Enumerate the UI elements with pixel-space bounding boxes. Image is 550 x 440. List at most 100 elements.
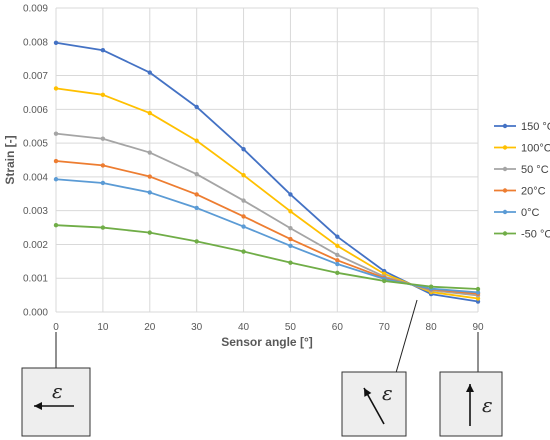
data-point — [53, 40, 59, 45]
legend-entry: 100°C — [521, 143, 550, 155]
data-point — [241, 198, 246, 203]
x-tick-label: 30 — [191, 322, 203, 333]
y-tick-label: 0.009 — [23, 4, 48, 15]
data-point — [194, 104, 199, 110]
data-point — [475, 290, 481, 295]
y-tick-label: 0.003 — [23, 206, 48, 217]
data-point — [100, 225, 106, 230]
data-point — [147, 174, 152, 179]
y-tick-label: 0.006 — [23, 105, 48, 116]
arrowhead-icon — [364, 388, 372, 397]
y-tick-label: 0.005 — [23, 139, 48, 150]
data-point — [241, 214, 246, 219]
data-point — [194, 171, 199, 177]
leader-line — [395, 299, 418, 373]
x-axis-label: Sensor angle [°] — [221, 335, 312, 349]
data-point — [335, 258, 340, 263]
data-point — [335, 252, 340, 258]
data-point — [194, 239, 199, 244]
x-tick-label: 60 — [332, 322, 344, 333]
x-tick-label: 50 — [285, 322, 297, 333]
y-tick-label: 0.000 — [23, 308, 48, 319]
legend-entry: 50 °C — [521, 164, 549, 176]
data-point — [53, 177, 59, 182]
data-point — [241, 173, 246, 178]
data-point — [100, 163, 106, 168]
legend-marker — [502, 188, 508, 193]
data-point — [147, 230, 152, 235]
data-point — [288, 236, 293, 242]
data-point — [53, 131, 59, 136]
series-line-1 — [55, 87, 479, 300]
data-point — [288, 260, 293, 265]
data-point — [147, 190, 152, 195]
data-point — [194, 205, 199, 211]
series-line-5 — [55, 224, 479, 290]
data-point — [335, 243, 340, 248]
data-point — [382, 278, 387, 284]
x-tick-label: 0 — [53, 322, 59, 333]
x-tick-label: 80 — [426, 322, 438, 333]
legend-marker — [502, 231, 508, 236]
data-point — [100, 48, 106, 53]
data-point — [335, 261, 340, 267]
y-axis-label: Strain [-] — [3, 135, 17, 184]
data-point — [288, 226, 293, 231]
data-point — [241, 249, 246, 254]
legend-marker — [502, 123, 508, 129]
y-tick-label: 0.004 — [23, 172, 48, 183]
epsilon-label: ε — [382, 381, 393, 405]
x-tick-label: 40 — [238, 322, 250, 333]
data-point — [475, 286, 481, 292]
arrowhead-icon — [34, 402, 42, 410]
data-point — [194, 192, 199, 197]
data-point — [100, 180, 106, 186]
data-point — [241, 146, 246, 152]
data-point — [100, 92, 106, 98]
data-point — [147, 70, 152, 75]
y-tick-label: 0.002 — [23, 240, 48, 251]
epsilon-label: ε — [482, 393, 493, 417]
y-tick-label: 0.001 — [23, 274, 48, 285]
x-tick-label: 10 — [97, 322, 109, 333]
strain-inset-box — [341, 371, 407, 437]
strain-inset-box — [21, 367, 91, 437]
data-point — [194, 138, 199, 143]
data-point — [335, 234, 340, 239]
data-point — [288, 243, 293, 248]
legend-entry: 20°C — [521, 186, 546, 198]
legend-entry: -50 °C — [521, 229, 550, 241]
data-point — [147, 110, 152, 116]
x-tick-label: 20 — [144, 322, 156, 333]
x-tick-label: 70 — [379, 322, 391, 333]
data-point — [53, 86, 59, 91]
x-tick-label: 90 — [472, 322, 484, 333]
series-line-3 — [55, 160, 479, 295]
data-point — [100, 136, 106, 141]
data-point — [335, 270, 340, 276]
series-line-2 — [55, 132, 479, 297]
data-point — [475, 296, 481, 301]
data-point — [288, 192, 293, 197]
legend-entry: 0°C — [521, 207, 540, 219]
data-point — [147, 150, 152, 155]
epsilon-label: ε — [52, 379, 63, 403]
data-point — [428, 284, 434, 289]
data-point — [475, 299, 481, 304]
legend-marker — [502, 145, 508, 150]
legend-entry: 150 °C — [521, 121, 550, 133]
data-point — [241, 224, 246, 229]
data-point — [53, 158, 59, 164]
y-tick-label: 0.008 — [23, 37, 48, 48]
legend-marker — [502, 166, 508, 172]
legend-marker — [502, 209, 508, 215]
data-point — [288, 209, 293, 214]
arrowhead-icon — [466, 384, 474, 392]
data-point — [53, 222, 59, 228]
strain-inset-box — [439, 371, 503, 437]
series-line-0 — [55, 41, 479, 303]
series-line-4 — [55, 178, 479, 294]
y-tick-label: 0.007 — [23, 71, 48, 82]
